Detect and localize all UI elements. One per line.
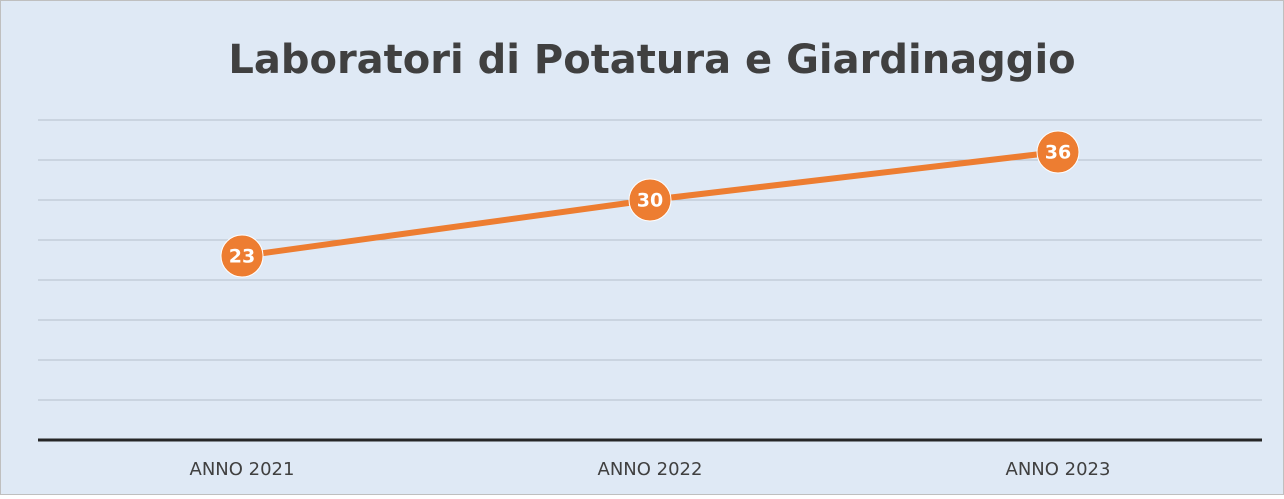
- marker: [628, 178, 672, 222]
- x-tick-label: ANNO 2023: [1006, 459, 1111, 480]
- data-label: 36: [1045, 142, 1071, 164]
- data-label: 30: [637, 190, 663, 212]
- x-tick-label: ANNO 2021: [190, 459, 295, 480]
- data-label: 23: [229, 246, 255, 268]
- marker: [220, 234, 264, 278]
- chart-title: Laboratori di Potatura e Giardinaggio: [228, 37, 1075, 83]
- marker: [1036, 130, 1080, 174]
- x-tick-label: ANNO 2022: [598, 459, 703, 480]
